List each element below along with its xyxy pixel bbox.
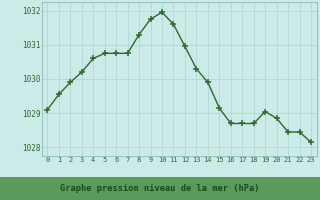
Text: Graphe pression niveau de la mer (hPa): Graphe pression niveau de la mer (hPa): [60, 184, 260, 193]
